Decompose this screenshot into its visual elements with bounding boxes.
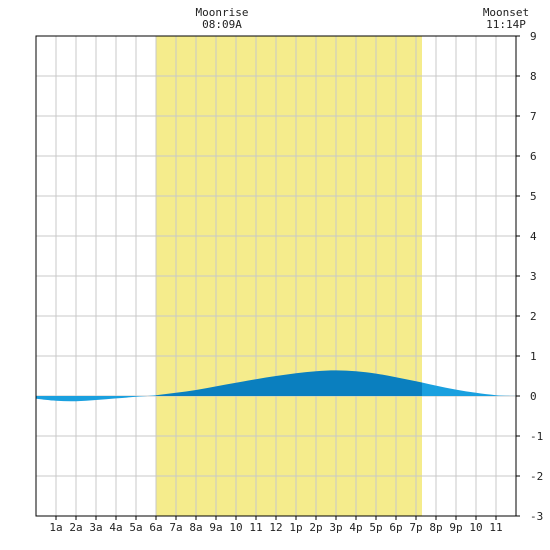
moonrise-label: 08:09A xyxy=(202,18,242,31)
x-tick-label: 10 xyxy=(229,521,242,534)
x-tick-label: 5p xyxy=(369,521,382,534)
y-tick-label: 5 xyxy=(530,190,537,203)
x-tick-label: 2a xyxy=(69,521,82,534)
x-tick-label: 9p xyxy=(449,521,462,534)
x-tick-label: 2p xyxy=(309,521,322,534)
x-tick-label: 11 xyxy=(489,521,502,534)
y-tick-label: -1 xyxy=(530,430,543,443)
y-tick-label: -2 xyxy=(530,470,543,483)
x-tick-label: 7a xyxy=(169,521,182,534)
y-tick-label: 7 xyxy=(530,110,537,123)
x-tick-label: 6p xyxy=(389,521,402,534)
x-tick-label: 9a xyxy=(209,521,222,534)
x-tick-label: 4p xyxy=(349,521,362,534)
y-tick-label: 9 xyxy=(530,30,537,43)
y-tick-label: 1 xyxy=(530,350,537,363)
x-tick-label: 3a xyxy=(89,521,102,534)
y-tick-label: 6 xyxy=(530,150,537,163)
x-tick-label: 8a xyxy=(189,521,202,534)
x-tick-label: 1p xyxy=(289,521,302,534)
x-tick-label: 6a xyxy=(149,521,162,534)
x-tick-label: 7p xyxy=(409,521,422,534)
x-tick-label: 3p xyxy=(329,521,342,534)
y-tick-label: 8 xyxy=(530,70,537,83)
x-tick-label: 5a xyxy=(129,521,142,534)
x-tick-label: 12 xyxy=(269,521,282,534)
moonrise-label: Moonrise xyxy=(196,6,249,19)
y-tick-label: 0 xyxy=(530,390,537,403)
x-tick-label: 4a xyxy=(109,521,122,534)
x-tick-label: 8p xyxy=(429,521,442,534)
y-tick-label: -3 xyxy=(530,510,543,523)
moonset-label: Moonset xyxy=(483,6,529,19)
x-tick-label: 11 xyxy=(249,521,262,534)
y-tick-label: 2 xyxy=(530,310,537,323)
tide-area-day xyxy=(156,370,422,396)
x-tick-label: 1a xyxy=(49,521,62,534)
y-tick-label: 3 xyxy=(530,270,537,283)
x-tick-label: 10 xyxy=(469,521,482,534)
y-tick-label: 4 xyxy=(530,230,537,243)
moonset-label: 11:14P xyxy=(486,18,526,31)
